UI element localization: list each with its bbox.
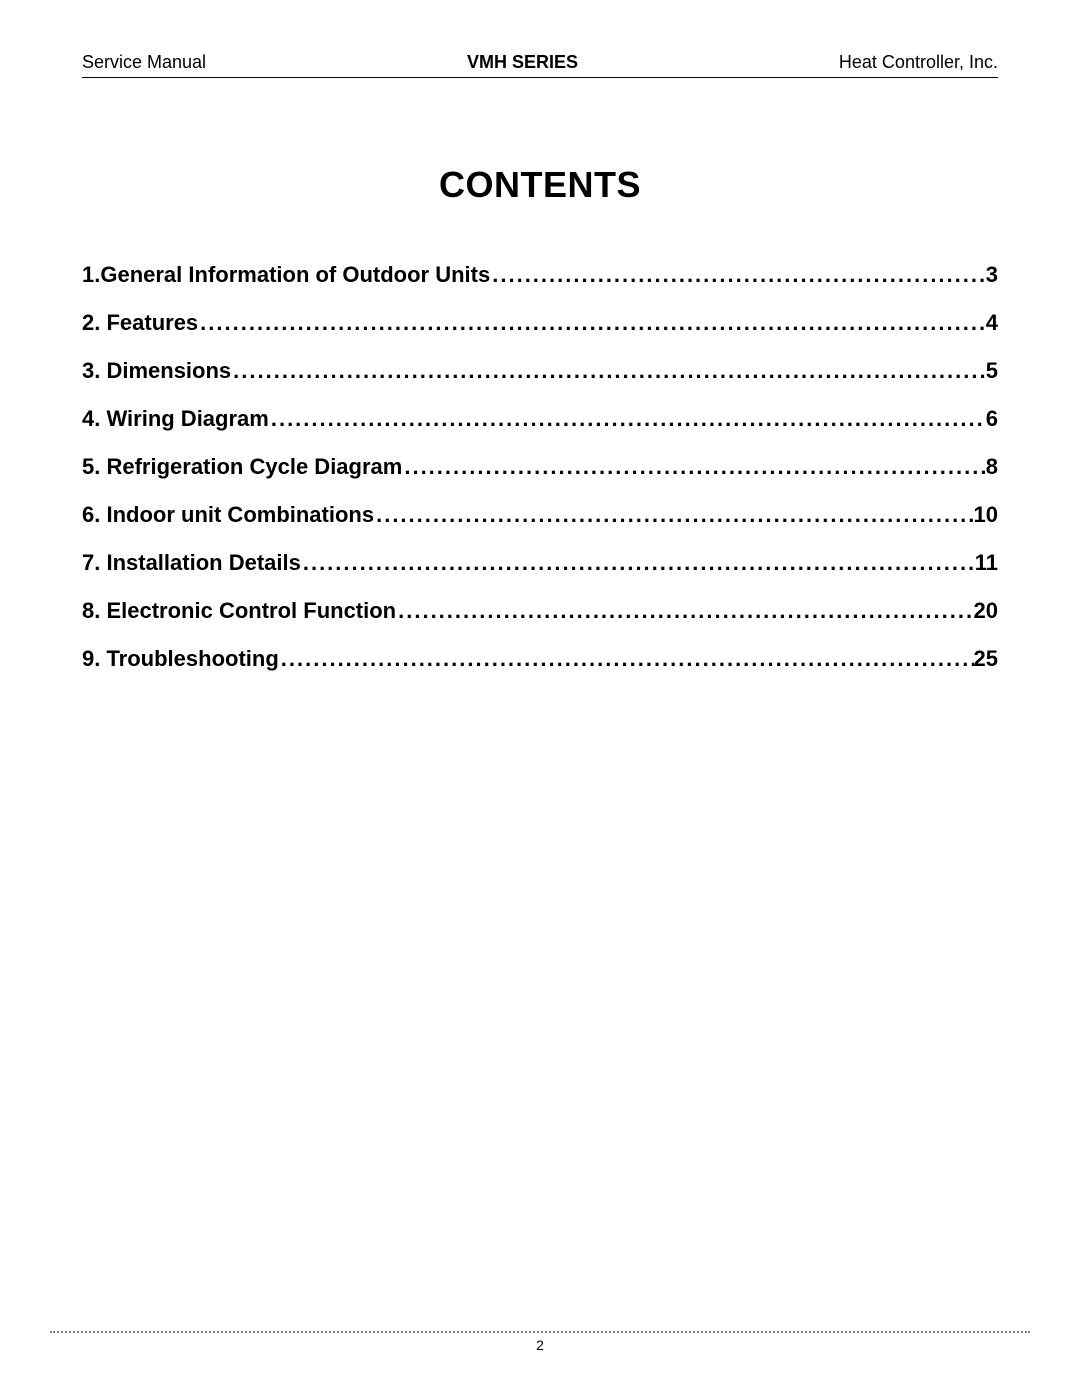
toc-label: 8. Electronic Control Function (82, 598, 396, 624)
header-center: VMH SERIES (467, 52, 578, 73)
toc-leader-dots (269, 406, 986, 432)
toc-label: 3. Dimensions (82, 358, 231, 384)
toc-leader-dots (198, 310, 986, 336)
toc-entry: 2. Features 4 (82, 310, 998, 336)
toc-leader-dots (402, 454, 985, 480)
toc-entry: 8. Electronic Control Function 20 (82, 598, 998, 624)
header-left: Service Manual (82, 52, 206, 73)
page: Service Manual VMH SERIES Heat Controlle… (0, 0, 1080, 672)
toc-entry: 9. Troubleshooting 25 (82, 646, 998, 672)
toc-entry: 4. Wiring Diagram 6 (82, 406, 998, 432)
page-number: 2 (536, 1337, 544, 1353)
toc-page: 8 (986, 454, 998, 480)
toc-leader-dots (301, 550, 975, 576)
toc-label: 4. Wiring Diagram (82, 406, 269, 432)
page-header: Service Manual VMH SERIES Heat Controlle… (82, 52, 998, 78)
toc-entry: 7. Installation Details 11 (82, 550, 998, 576)
toc-leader-dots (396, 598, 973, 624)
toc-entry: 6. Indoor unit Combinations 10 (82, 502, 998, 528)
toc-leader-dots (279, 646, 974, 672)
toc-page: 5 (986, 358, 998, 384)
toc-label: 9. Troubleshooting (82, 646, 279, 672)
header-right: Heat Controller, Inc. (839, 52, 998, 73)
toc-label: 2. Features (82, 310, 198, 336)
toc-leader-dots (231, 358, 986, 384)
toc-entry: 1.General Information of Outdoor Units 3 (82, 262, 998, 288)
toc-page: 4 (986, 310, 998, 336)
toc-label: 1.General Information of Outdoor Units (82, 262, 490, 288)
footer-divider (50, 1331, 1030, 1333)
toc-page: 10 (974, 502, 998, 528)
toc-label: 5. Refrigeration Cycle Diagram (82, 454, 402, 480)
toc-label: 7. Installation Details (82, 550, 301, 576)
toc-page: 11 (975, 550, 998, 576)
toc-leader-dots (374, 502, 973, 528)
toc-entry: 5. Refrigeration Cycle Diagram 8 (82, 454, 998, 480)
toc-page: 6 (986, 406, 998, 432)
toc-entry: 3. Dimensions 5 (82, 358, 998, 384)
toc-page: 25 (974, 646, 998, 672)
toc-page: 3 (986, 262, 998, 288)
page-footer: 2 (50, 1331, 1030, 1355)
table-of-contents: 1.General Information of Outdoor Units 3… (82, 262, 998, 672)
contents-title: CONTENTS (82, 164, 998, 206)
toc-label: 6. Indoor unit Combinations (82, 502, 374, 528)
toc-leader-dots (490, 262, 986, 288)
toc-page: 20 (974, 598, 998, 624)
